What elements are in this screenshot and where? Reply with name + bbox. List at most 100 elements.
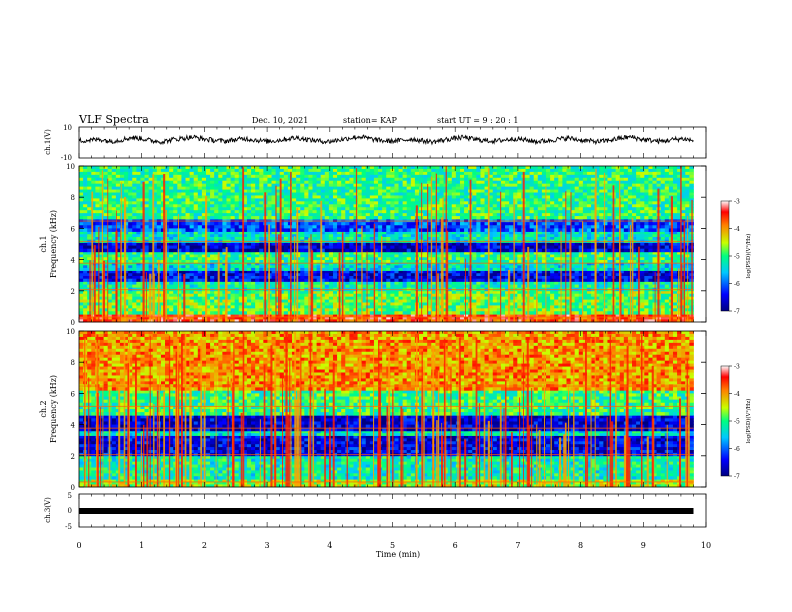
spectrogram-cell <box>451 231 457 235</box>
spectrogram-cell <box>79 259 84 264</box>
spectrogram-cell <box>464 236 469 241</box>
spectrogram-cell <box>570 305 576 309</box>
spectrogram-cell <box>373 278 379 282</box>
spectrogram-cell <box>632 316 637 320</box>
spectrogram-cell <box>115 248 121 253</box>
spectrogram-cell <box>541 265 547 269</box>
spectrogram-cell <box>496 262 502 266</box>
spectrogram-cell <box>554 231 559 235</box>
spectrogram-cell <box>83 275 88 280</box>
spectrogram-cell <box>197 273 203 277</box>
spectrogram-cell <box>423 308 428 312</box>
spectrogram-cell <box>99 281 104 285</box>
spectrogram-cell <box>496 245 502 250</box>
spectrogram-cell <box>586 270 592 274</box>
spectrogram-cell <box>537 231 543 235</box>
spectrogram-cell <box>529 242 535 246</box>
spectrogram-cell <box>234 259 240 264</box>
spectrogram-cell <box>455 281 461 285</box>
spectrogram-cell <box>279 270 285 274</box>
spectrogram-cell <box>173 293 178 298</box>
spectrogram-cell <box>246 293 252 298</box>
spectrogram-cell <box>95 254 100 258</box>
spectrogram-cell <box>451 270 457 274</box>
spectrogram-cell <box>488 284 494 289</box>
spectrogram-cell <box>83 251 88 255</box>
spectrogram-cell <box>255 305 260 309</box>
spectrogram-cell <box>353 251 358 255</box>
spectrogram-cell <box>529 270 535 274</box>
spectrogram-cell <box>672 257 678 261</box>
spectrogram-cell <box>431 284 436 289</box>
spectrogram-cell <box>328 270 334 274</box>
spectrogram-cell <box>464 284 469 289</box>
spectrogram-cell <box>251 265 256 269</box>
spectrogram-cell <box>554 314 559 318</box>
spectrogram-cell <box>214 278 219 282</box>
spectrogram-cell <box>136 293 141 298</box>
spectrogram-cell <box>189 281 195 285</box>
spectrogram-cell <box>357 316 363 320</box>
spectrogram-cell <box>447 242 453 246</box>
spectrogram-cell <box>337 242 342 246</box>
spectrogram-cell <box>345 290 350 295</box>
spectrogram-cell <box>271 234 277 238</box>
spectrogram-cell <box>99 314 104 318</box>
spectrogram-cell <box>525 236 531 241</box>
spectrogram-cell <box>111 299 117 303</box>
spectrogram-cell <box>472 293 477 298</box>
spectrogram-cell <box>455 248 461 253</box>
spectrogram-cell <box>459 248 465 253</box>
spectrogram-cell <box>353 273 358 277</box>
spectrogram-cell <box>410 270 416 274</box>
spectrogram-cell <box>382 311 387 315</box>
spectrogram-cell <box>296 259 301 264</box>
spectrogram-cell <box>529 265 535 269</box>
spectrogram-cell <box>599 308 604 312</box>
spectrogram-cell <box>615 259 621 264</box>
spectrogram-cell <box>107 296 113 300</box>
spectrogram-cell <box>554 259 559 264</box>
spectrogram-cell <box>189 270 195 274</box>
spectrogram-cell <box>632 265 637 269</box>
spectrogram-cell <box>574 251 580 255</box>
spectrogram-cell <box>595 254 600 258</box>
spectrogram-cell <box>427 265 432 269</box>
spectrogram-cell <box>144 270 150 274</box>
spectrogram-cell <box>214 296 219 300</box>
spectrogram-cell <box>373 305 379 309</box>
spectrogram-cell <box>455 305 461 309</box>
spectrogram-cell <box>488 262 494 266</box>
spectrogram-cell <box>345 259 350 264</box>
spectrogram-cell <box>341 231 346 235</box>
spectrogram-cell <box>513 299 518 303</box>
spectrogram-cell <box>201 231 207 235</box>
spectrogram-cell <box>496 305 502 309</box>
spectrogram-cell <box>111 293 117 298</box>
spectrogram-cell <box>357 251 363 255</box>
spectrogram-cell <box>681 293 686 298</box>
spectrogram-cell <box>464 265 469 269</box>
spectrogram-cell <box>517 284 522 289</box>
spectrogram-cell <box>578 259 584 264</box>
spectrogram-cell <box>312 275 317 280</box>
spectrogram-cell <box>115 275 121 280</box>
spectrogram-cell <box>615 251 621 255</box>
spectrogram-cell <box>246 245 252 250</box>
spectrogram-cell <box>91 314 96 318</box>
spectrogram-cell <box>644 236 649 241</box>
spectrogram-cell <box>271 275 277 280</box>
spectrogram-cell <box>447 308 453 312</box>
spectrogram-cell <box>615 308 621 312</box>
spectrogram-cell <box>378 262 383 266</box>
spectrogram-cell <box>550 281 555 285</box>
spectrogram-cell <box>332 284 338 289</box>
spectrogram-cell <box>173 251 178 255</box>
spectrogram-cell <box>148 262 154 266</box>
spectrogram-cell <box>128 284 133 289</box>
spectrogram-cell <box>427 245 432 250</box>
spectrogram-cell <box>496 259 502 264</box>
spectrogram-cell <box>545 234 551 238</box>
spectrogram-cell <box>607 311 612 315</box>
spectrogram-cell <box>586 284 592 289</box>
